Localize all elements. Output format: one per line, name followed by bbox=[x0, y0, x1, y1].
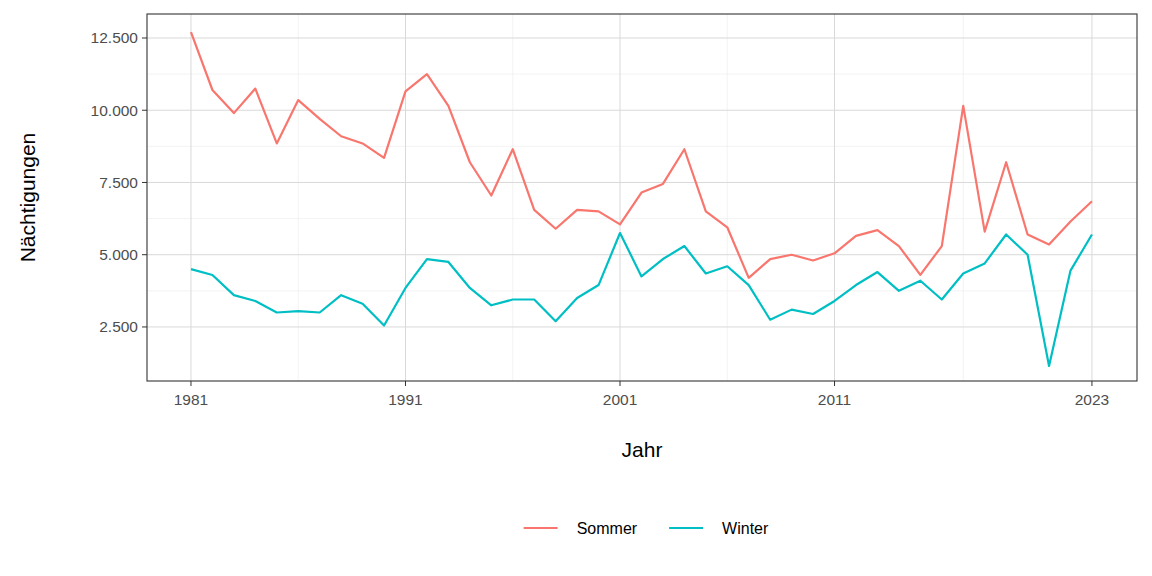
legend: Sommer Winter bbox=[524, 520, 769, 537]
tick-mark bbox=[142, 37, 147, 38]
chart-svg: 2.500 5.000 7.500 10.000 12.500 1981 1991 2001 2… bbox=[0, 0, 1152, 576]
x-axis-title: Jahr bbox=[622, 438, 663, 461]
tick-mark bbox=[142, 110, 147, 111]
grid-line bbox=[147, 254, 1137, 255]
series-line bbox=[191, 233, 1092, 366]
panel-border bbox=[147, 14, 1137, 381]
tick-label: 1981 bbox=[174, 391, 208, 408]
legend-label: Sommer bbox=[577, 520, 638, 537]
tick-mark bbox=[620, 381, 621, 386]
tick-label: 2.500 bbox=[99, 318, 138, 335]
grid-line bbox=[147, 326, 1137, 327]
legend-swatch bbox=[524, 527, 558, 529]
tick-mark bbox=[142, 182, 147, 183]
grid-line bbox=[190, 14, 191, 381]
legend-item: Sommer bbox=[524, 520, 638, 537]
grid-line bbox=[1091, 14, 1092, 381]
tick-mark bbox=[142, 254, 147, 255]
tick-mark bbox=[834, 381, 835, 386]
tick-mark bbox=[142, 326, 147, 327]
y-axis-title: Nächtigungen bbox=[16, 133, 39, 263]
tick-label: 2011 bbox=[818, 391, 851, 408]
minor-grid-line bbox=[147, 146, 1137, 147]
minor-grid-line bbox=[963, 14, 964, 381]
series-group bbox=[191, 32, 1092, 366]
axes: 2.500 5.000 7.500 10.000 12.500 1981 1991 2001 2… bbox=[91, 29, 1110, 408]
grid-line bbox=[147, 37, 1137, 38]
tick-label: 10.000 bbox=[91, 102, 139, 119]
tick-mark bbox=[405, 381, 406, 386]
grid-line bbox=[147, 110, 1137, 111]
grid-line bbox=[147, 182, 1137, 183]
chart-container: 2.500 5.000 7.500 10.000 12.500 1981 1991 2001 2… bbox=[0, 0, 1152, 576]
grid-line bbox=[405, 14, 406, 381]
tick-label: 2001 bbox=[603, 391, 637, 408]
legend-item: Winter bbox=[669, 520, 769, 537]
minor-grid-line bbox=[147, 74, 1137, 75]
tick-label: 5.000 bbox=[99, 246, 138, 263]
tick-mark bbox=[190, 381, 191, 386]
series-line bbox=[191, 32, 1092, 278]
grid-line bbox=[620, 14, 621, 381]
tick-label: 12.500 bbox=[91, 29, 139, 46]
tick-label: 7.500 bbox=[99, 174, 138, 191]
minor-grid-line bbox=[727, 14, 728, 381]
minor-grid-line bbox=[512, 14, 513, 381]
tick-label: 1991 bbox=[388, 391, 422, 408]
legend-swatch bbox=[669, 527, 703, 529]
tick-label: 2023 bbox=[1075, 391, 1109, 408]
minor-grid-line bbox=[147, 290, 1137, 291]
tick-mark bbox=[1091, 381, 1092, 386]
plot-background bbox=[147, 14, 1137, 381]
grid-line bbox=[834, 14, 835, 381]
grid bbox=[147, 14, 1137, 381]
legend-label: Winter bbox=[722, 520, 769, 537]
minor-grid-line bbox=[298, 14, 299, 381]
